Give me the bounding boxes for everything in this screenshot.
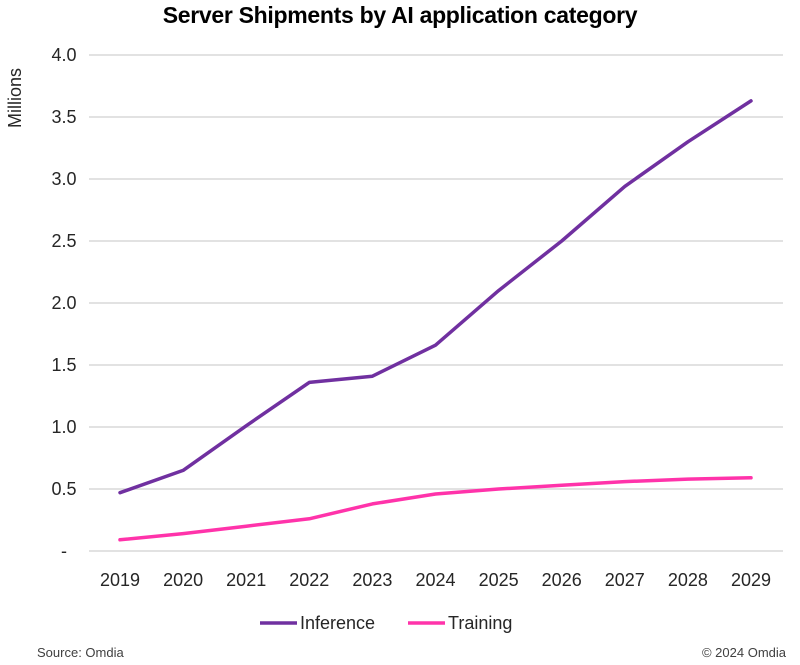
y-tick-label: 1.0 bbox=[51, 417, 76, 437]
y-tick-label: 2.5 bbox=[51, 231, 76, 251]
source-note: Source: Omdia bbox=[37, 645, 124, 660]
x-axis-ticks: 2019 2020 2021 2022 2023 2024 2025 2026 2027 2028… bbox=[100, 570, 771, 590]
gridlines bbox=[89, 54, 783, 552]
series-lines bbox=[118, 99, 753, 542]
x-tick-label: 2023 bbox=[352, 570, 392, 590]
x-tick-label: 2025 bbox=[479, 570, 519, 590]
chart-title: Server Shipments by AI application categ… bbox=[162, 2, 638, 28]
x-tick-label: 2022 bbox=[289, 570, 329, 590]
x-tick-label: 2019 bbox=[100, 570, 140, 590]
x-tick-label: 2027 bbox=[605, 570, 645, 590]
x-tick-label: 2028 bbox=[668, 570, 708, 590]
legend-label: Inference bbox=[300, 613, 375, 633]
legend-item-inference: Inference bbox=[260, 613, 375, 633]
x-tick-label: 2021 bbox=[226, 570, 266, 590]
y-tick-label: 3.5 bbox=[51, 107, 76, 127]
legend: Inference Training bbox=[260, 613, 512, 633]
series-line-inference bbox=[118, 99, 753, 495]
x-tick-label: 2029 bbox=[731, 570, 771, 590]
x-tick-label: 2020 bbox=[163, 570, 203, 590]
series-line-training bbox=[118, 476, 753, 542]
y-tick-label: 0.5 bbox=[51, 479, 76, 499]
legend-item-training: Training bbox=[408, 613, 512, 633]
y-tick-label: - bbox=[61, 541, 67, 561]
y-tick-label: 1.5 bbox=[51, 355, 76, 375]
y-tick-label: 3.0 bbox=[51, 169, 76, 189]
y-axis-label: Millions bbox=[5, 68, 25, 128]
x-tick-label: 2026 bbox=[542, 570, 582, 590]
y-tick-label: 2.0 bbox=[51, 293, 76, 313]
y-tick-label: 4.0 bbox=[51, 45, 76, 65]
y-axis-ticks: - 0.5 1.0 1.5 2.0 2.5 3.0 3.5 4.0 bbox=[51, 45, 76, 561]
copyright-note: © 2024 Omdia bbox=[701, 645, 786, 660]
x-tick-label: 2024 bbox=[415, 570, 455, 590]
legend-label: Training bbox=[448, 613, 512, 633]
